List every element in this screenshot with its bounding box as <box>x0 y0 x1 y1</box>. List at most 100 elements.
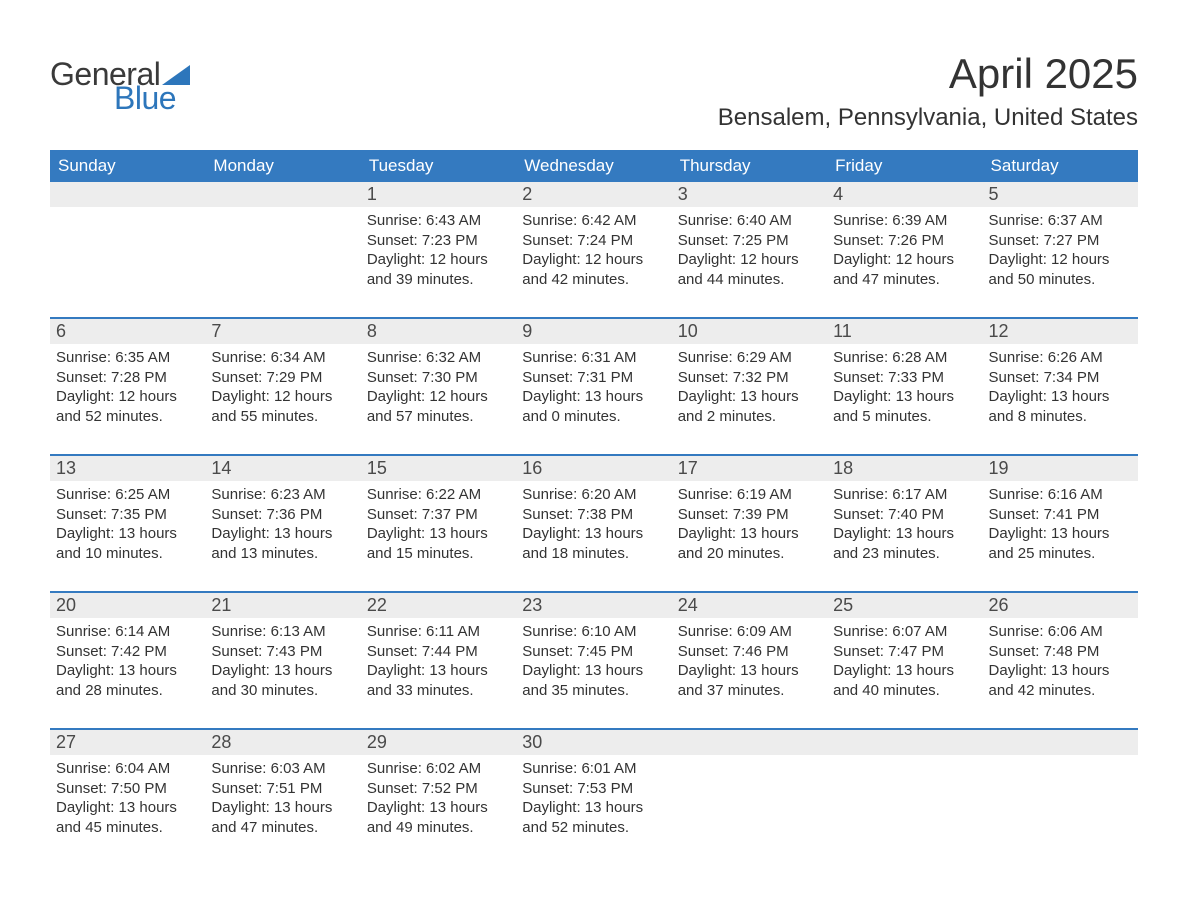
day-number-cell: 7 <box>205 319 360 344</box>
day-number-cell: 5 <box>983 182 1138 207</box>
day-number-cell: 22 <box>361 593 516 618</box>
daylight-text: Daylight: 13 hours and 42 minutes. <box>989 661 1132 700</box>
day-number-cell: 29 <box>361 730 516 755</box>
day-number-cell: 3 <box>672 182 827 207</box>
sunrise-text: Sunrise: 6:43 AM <box>367 211 510 231</box>
daylight-text: Daylight: 13 hours and 5 minutes. <box>833 387 976 426</box>
day-detail-cell: Sunrise: 6:11 AMSunset: 7:44 PMDaylight:… <box>361 618 516 728</box>
day-number-cell <box>205 182 360 207</box>
sunrise-text: Sunrise: 6:06 AM <box>989 622 1132 642</box>
sunrise-text: Sunrise: 6:40 AM <box>678 211 821 231</box>
daylight-text: Daylight: 13 hours and 10 minutes. <box>56 524 199 563</box>
weekday-header: Tuesday <box>361 150 516 182</box>
day-number-cell: 4 <box>827 182 982 207</box>
sunset-text: Sunset: 7:32 PM <box>678 368 821 388</box>
day-number-row: 13141516171819 <box>50 456 1138 481</box>
day-number-cell: 15 <box>361 456 516 481</box>
logo: General Blue <box>50 58 190 114</box>
day-detail-cell <box>827 755 982 865</box>
sunrise-text: Sunrise: 6:29 AM <box>678 348 821 368</box>
day-number-cell <box>983 730 1138 755</box>
day-detail-cell: Sunrise: 6:20 AMSunset: 7:38 PMDaylight:… <box>516 481 671 591</box>
day-detail-cell: Sunrise: 6:32 AMSunset: 7:30 PMDaylight:… <box>361 344 516 454</box>
day-detail-cell: Sunrise: 6:03 AMSunset: 7:51 PMDaylight:… <box>205 755 360 865</box>
day-detail-cell <box>983 755 1138 865</box>
day-detail-cell: Sunrise: 6:13 AMSunset: 7:43 PMDaylight:… <box>205 618 360 728</box>
daylight-text: Daylight: 13 hours and 0 minutes. <box>522 387 665 426</box>
day-number-cell: 19 <box>983 456 1138 481</box>
sunrise-text: Sunrise: 6:25 AM <box>56 485 199 505</box>
daylight-text: Daylight: 13 hours and 8 minutes. <box>989 387 1132 426</box>
daylight-text: Daylight: 13 hours and 13 minutes. <box>211 524 354 563</box>
weekday-header: Sunday <box>50 150 205 182</box>
daylight-text: Daylight: 12 hours and 42 minutes. <box>522 250 665 289</box>
day-number-cell <box>672 730 827 755</box>
sunset-text: Sunset: 7:39 PM <box>678 505 821 525</box>
sunrise-text: Sunrise: 6:04 AM <box>56 759 199 779</box>
sunrise-text: Sunrise: 6:28 AM <box>833 348 976 368</box>
daylight-text: Daylight: 12 hours and 52 minutes. <box>56 387 199 426</box>
day-detail-cell: Sunrise: 6:29 AMSunset: 7:32 PMDaylight:… <box>672 344 827 454</box>
day-number-cell: 12 <box>983 319 1138 344</box>
daylight-text: Daylight: 12 hours and 55 minutes. <box>211 387 354 426</box>
day-number-row: 12345 <box>50 182 1138 207</box>
day-detail-row: Sunrise: 6:25 AMSunset: 7:35 PMDaylight:… <box>50 481 1138 591</box>
title-block: April 2025 Bensalem, Pennsylvania, Unite… <box>718 50 1138 142</box>
day-number-cell <box>50 182 205 207</box>
sunset-text: Sunset: 7:50 PM <box>56 779 199 799</box>
weekday-header: Monday <box>205 150 360 182</box>
daylight-text: Daylight: 13 hours and 47 minutes. <box>211 798 354 837</box>
page-header: General Blue April 2025 Bensalem, Pennsy… <box>50 50 1138 142</box>
sunset-text: Sunset: 7:43 PM <box>211 642 354 662</box>
day-detail-cell: Sunrise: 6:43 AMSunset: 7:23 PMDaylight:… <box>361 207 516 317</box>
day-detail-cell: Sunrise: 6:31 AMSunset: 7:31 PMDaylight:… <box>516 344 671 454</box>
sunrise-text: Sunrise: 6:35 AM <box>56 348 199 368</box>
daylight-text: Daylight: 12 hours and 44 minutes. <box>678 250 821 289</box>
day-detail-cell: Sunrise: 6:39 AMSunset: 7:26 PMDaylight:… <box>827 207 982 317</box>
daylight-text: Daylight: 13 hours and 23 minutes. <box>833 524 976 563</box>
day-detail-cell: Sunrise: 6:10 AMSunset: 7:45 PMDaylight:… <box>516 618 671 728</box>
day-number-cell: 2 <box>516 182 671 207</box>
day-detail-cell: Sunrise: 6:16 AMSunset: 7:41 PMDaylight:… <box>983 481 1138 591</box>
sunrise-text: Sunrise: 6:03 AM <box>211 759 354 779</box>
daylight-text: Daylight: 13 hours and 18 minutes. <box>522 524 665 563</box>
sunset-text: Sunset: 7:28 PM <box>56 368 199 388</box>
sunset-text: Sunset: 7:48 PM <box>989 642 1132 662</box>
sunset-text: Sunset: 7:46 PM <box>678 642 821 662</box>
sunset-text: Sunset: 7:27 PM <box>989 231 1132 251</box>
daylight-text: Daylight: 13 hours and 2 minutes. <box>678 387 821 426</box>
sunset-text: Sunset: 7:44 PM <box>367 642 510 662</box>
day-detail-cell: Sunrise: 6:25 AMSunset: 7:35 PMDaylight:… <box>50 481 205 591</box>
month-title: April 2025 <box>718 50 1138 98</box>
day-number-cell: 11 <box>827 319 982 344</box>
sunset-text: Sunset: 7:26 PM <box>833 231 976 251</box>
sunrise-text: Sunrise: 6:37 AM <box>989 211 1132 231</box>
weekday-header: Saturday <box>983 150 1138 182</box>
sunset-text: Sunset: 7:31 PM <box>522 368 665 388</box>
day-detail-cell: Sunrise: 6:04 AMSunset: 7:50 PMDaylight:… <box>50 755 205 865</box>
day-number-cell: 6 <box>50 319 205 344</box>
daylight-text: Daylight: 13 hours and 52 minutes. <box>522 798 665 837</box>
day-number-cell: 10 <box>672 319 827 344</box>
day-number-cell: 26 <box>983 593 1138 618</box>
day-number-row: 27282930 <box>50 730 1138 755</box>
sunrise-text: Sunrise: 6:01 AM <box>522 759 665 779</box>
sunset-text: Sunset: 7:36 PM <box>211 505 354 525</box>
sunset-text: Sunset: 7:29 PM <box>211 368 354 388</box>
sunset-text: Sunset: 7:42 PM <box>56 642 199 662</box>
day-number-cell: 21 <box>205 593 360 618</box>
day-number-cell: 24 <box>672 593 827 618</box>
day-detail-row: Sunrise: 6:04 AMSunset: 7:50 PM Daylight:… <box>50 755 1138 865</box>
daylight-text: Daylight: 13 hours and 49 minutes. <box>367 798 510 837</box>
weekday-header: Wednesday <box>516 150 671 182</box>
day-number-cell: 9 <box>516 319 671 344</box>
calendar-body: 12345Sunrise: 6:43 AMSunset: 7:23 PMDayl… <box>50 182 1138 865</box>
daylight-text: Daylight: 13 hours and 28 minutes. <box>56 661 199 700</box>
day-number-cell: 30 <box>516 730 671 755</box>
sunrise-text: Sunrise: 6:42 AM <box>522 211 665 231</box>
day-number-cell: 28 <box>205 730 360 755</box>
sunrise-text: Sunrise: 6:16 AM <box>989 485 1132 505</box>
day-number-row: 6789101112 <box>50 319 1138 344</box>
day-detail-cell <box>50 207 205 317</box>
day-number-cell: 23 <box>516 593 671 618</box>
